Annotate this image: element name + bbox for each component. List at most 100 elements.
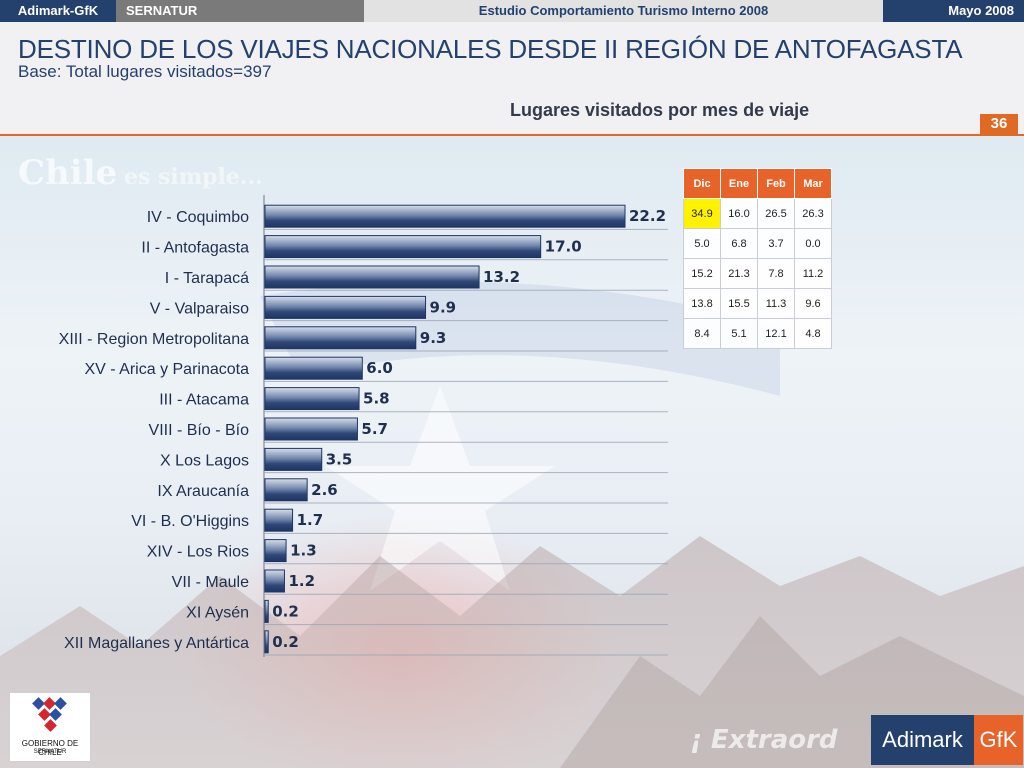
chart-bar bbox=[264, 204, 626, 228]
table-cell: 5.0 bbox=[683, 228, 721, 259]
gfk-logo-text: GfK bbox=[974, 715, 1023, 765]
table-cell: 7.8 bbox=[757, 258, 795, 289]
page-number: 36 bbox=[980, 114, 1018, 134]
chart-bar bbox=[264, 478, 308, 502]
table-cell: 4.8 bbox=[794, 318, 832, 349]
study-label: Estudio Comportamiento Turismo Interno 2… bbox=[364, 0, 883, 22]
date-label: Mayo 2008 bbox=[883, 0, 1024, 22]
table-cell: 12.1 bbox=[757, 318, 795, 349]
category-label: X Los Lagos bbox=[160, 452, 249, 469]
table-cell: 16.0 bbox=[720, 198, 758, 229]
table-cell: 0.0 bbox=[794, 228, 832, 259]
category-label: IX Araucanía bbox=[157, 483, 249, 500]
chart-bar bbox=[264, 417, 358, 441]
chart-bars bbox=[264, 204, 626, 654]
table-cell: 11.3 bbox=[757, 288, 795, 319]
value-label: 13.2 bbox=[483, 268, 520, 286]
chart-labels: IV - Coquimbo 22.2 II - Antofagasta 17.0 I -… bbox=[59, 207, 666, 652]
adimark-gfk-logo: Adimark GfK bbox=[871, 715, 1023, 765]
table-row: 8.4 5.1 12.1 4.8 bbox=[683, 318, 832, 349]
table-row: 34.9 16.0 26.5 26.3 bbox=[683, 198, 832, 229]
category-label: II - Antofagasta bbox=[141, 240, 249, 257]
chart-bar bbox=[264, 508, 294, 532]
category-label: XV - Arica y Parinacota bbox=[84, 361, 249, 378]
category-label: XIV - Los Rios bbox=[147, 544, 249, 561]
value-label: 0.2 bbox=[272, 602, 299, 620]
table-header-dic: Dic bbox=[683, 168, 721, 199]
chart-gridlines bbox=[263, 195, 668, 657]
table-header-row: Dic Ene Feb Mar bbox=[683, 168, 832, 199]
table-cell: 6.8 bbox=[720, 228, 758, 259]
chart-bar bbox=[264, 539, 287, 563]
category-label: I - Tarapacá bbox=[165, 270, 249, 287]
value-label: 2.6 bbox=[311, 481, 338, 499]
gov-logo-line2: SERNATUR bbox=[33, 749, 67, 755]
table-cell: 15.2 bbox=[683, 258, 721, 289]
svg-text:¡ Extraord: ¡ Extraord bbox=[690, 725, 838, 755]
table-header-ene: Ene bbox=[720, 168, 758, 199]
chart-bar bbox=[264, 387, 360, 411]
value-label: 17.0 bbox=[545, 238, 582, 256]
table-row: 15.2 21.3 7.8 11.2 bbox=[683, 258, 832, 289]
table-cell: 15.5 bbox=[720, 288, 758, 319]
table-cell: 5.1 bbox=[720, 318, 758, 349]
table-cell: 21.3 bbox=[720, 258, 758, 289]
category-label: VII - Maule bbox=[172, 574, 249, 591]
slide-subtitle: Base: Total lugares visitados=397 bbox=[18, 62, 272, 81]
svg-text:es simple...: es simple... bbox=[124, 164, 263, 190]
chart-bar bbox=[264, 235, 542, 259]
table-row: 5.0 6.8 3.7 0.0 bbox=[683, 228, 832, 259]
table-cell: 9.6 bbox=[794, 288, 832, 319]
chart-bar bbox=[264, 599, 269, 623]
slide-title: DESTINO DE LOS VIAJES NACIONALES DESDE I… bbox=[18, 34, 963, 64]
value-label: 5.7 bbox=[361, 420, 388, 438]
value-label: 5.8 bbox=[363, 390, 390, 408]
value-label: 1.2 bbox=[288, 572, 315, 590]
table-cell: 26.3 bbox=[794, 198, 832, 229]
category-label: VI - B. O'Higgins bbox=[131, 513, 249, 530]
table-cell: 26.5 bbox=[757, 198, 795, 229]
chart-bar bbox=[264, 265, 480, 289]
value-label: 3.5 bbox=[326, 450, 353, 468]
month-table: Dic Ene Feb Mar 34.9 16.0 26.5 26.3 5.0 … bbox=[683, 168, 832, 349]
category-label: III - Atacama bbox=[159, 392, 249, 409]
table-cell: 8.4 bbox=[683, 318, 721, 349]
table-header-mar: Mar bbox=[794, 168, 832, 199]
category-label: V - Valparaiso bbox=[150, 300, 249, 317]
chart-bar bbox=[264, 569, 285, 593]
value-label: 0.2 bbox=[272, 633, 299, 651]
top-strip: Adimark-GfK SERNATUR Estudio Comportamie… bbox=[0, 0, 1024, 22]
value-label: 9.3 bbox=[420, 329, 447, 347]
slide-header bbox=[0, 22, 1024, 136]
chart-bar bbox=[264, 356, 363, 380]
client-label: SERNATUR bbox=[116, 0, 364, 22]
table-cell: 11.2 bbox=[794, 258, 832, 289]
chart-title: Lugares visitados por mes de viaje bbox=[510, 100, 810, 120]
bar-chart: IV - Coquimbo 22.2 II - Antofagasta 17.0 I -… bbox=[59, 195, 668, 657]
category-label: VIII - Bío - Bío bbox=[149, 422, 250, 439]
value-label: 1.7 bbox=[297, 511, 324, 529]
brand-label: Adimark-GfK bbox=[0, 0, 116, 22]
gov-emblem-icon bbox=[32, 697, 67, 732]
table-header-feb: Feb bbox=[757, 168, 795, 199]
table-cell-highlighted: 34.9 bbox=[683, 198, 721, 229]
value-label: 6.0 bbox=[366, 359, 393, 377]
svg-text:Chile: Chile bbox=[18, 153, 117, 193]
table-cell: 13.8 bbox=[683, 288, 721, 319]
value-label: 9.9 bbox=[430, 298, 457, 316]
table-cell: 3.7 bbox=[757, 228, 795, 259]
chart-bar bbox=[264, 326, 417, 350]
gobierno-de-chile-logo: GOBIERNO DE CHILE SERNATUR bbox=[9, 692, 91, 762]
category-label: XII Magallanes y Antártica bbox=[64, 635, 249, 652]
adimark-logo-text: Adimark bbox=[871, 715, 974, 765]
chart-bar bbox=[264, 295, 427, 319]
value-label: 22.2 bbox=[629, 207, 666, 225]
category-label: XI Aysén bbox=[186, 604, 249, 621]
chart-bar bbox=[264, 447, 323, 471]
value-label: 1.3 bbox=[290, 542, 317, 560]
table-row: 13.8 15.5 11.3 9.6 bbox=[683, 288, 832, 319]
gov-logo-line1: GOBIERNO DE CHILE bbox=[21, 739, 79, 757]
category-label: IV - Coquimbo bbox=[147, 209, 249, 226]
chart-bar bbox=[264, 630, 269, 654]
category-label: XIII - Region Metropolitana bbox=[59, 331, 249, 348]
